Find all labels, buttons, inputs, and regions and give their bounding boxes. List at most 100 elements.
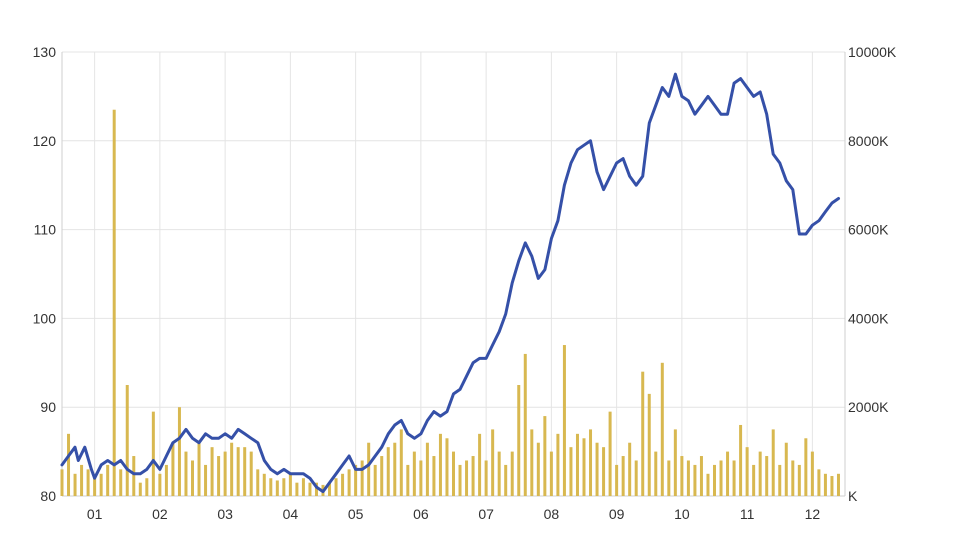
volume-bar bbox=[269, 478, 273, 496]
volume-bar bbox=[719, 460, 723, 496]
x-tick-label: 08 bbox=[544, 506, 560, 522]
volume-bar bbox=[210, 447, 214, 496]
x-tick-label: 12 bbox=[805, 506, 821, 522]
volume-bar bbox=[275, 480, 279, 496]
volume-bar bbox=[288, 473, 292, 496]
gridlines bbox=[61, 51, 846, 497]
volume-bar bbox=[543, 416, 547, 496]
volume-bar bbox=[386, 447, 390, 496]
volume-bar bbox=[680, 456, 684, 496]
left-y-tick-label: 120 bbox=[33, 133, 57, 149]
volume-bar bbox=[99, 473, 103, 496]
x-tick-label: 01 bbox=[87, 506, 103, 522]
volume-bar bbox=[295, 482, 299, 496]
volume-bar bbox=[589, 429, 593, 496]
volume-bar bbox=[615, 464, 619, 496]
volume-bar bbox=[745, 447, 749, 496]
volume-bar bbox=[686, 460, 690, 496]
right-y-tick-label: 2000K bbox=[848, 399, 889, 415]
volume-bar bbox=[249, 451, 253, 496]
volume-bar bbox=[399, 429, 403, 496]
volume-bar bbox=[582, 438, 586, 496]
volume-bar bbox=[556, 433, 560, 496]
volume-bar bbox=[706, 473, 710, 496]
x-axis: 01 02 03 04 05 06 07 08 09 10 11 12 bbox=[87, 506, 821, 522]
volume-bar bbox=[314, 482, 318, 496]
price-line-series bbox=[60, 72, 840, 494]
volume-bar bbox=[836, 473, 840, 496]
volume-bar bbox=[67, 433, 71, 496]
left-y-tick-label: 90 bbox=[40, 399, 56, 415]
volume-bar bbox=[608, 411, 612, 496]
volume-bar bbox=[132, 456, 136, 496]
volume-bar bbox=[660, 362, 664, 496]
volume-bar bbox=[602, 447, 606, 496]
volume-bar bbox=[256, 469, 260, 496]
volume-bar bbox=[217, 456, 221, 496]
right-y-tick-label: K bbox=[848, 488, 858, 504]
volume-bar bbox=[445, 438, 449, 496]
volume-bar bbox=[438, 433, 442, 496]
volume-bar bbox=[830, 476, 834, 496]
volume-bar bbox=[641, 371, 645, 496]
volume-bar bbox=[673, 429, 677, 496]
volume-bar bbox=[419, 460, 423, 496]
volume-bar bbox=[699, 456, 703, 496]
right-y-tick-label: 10000K bbox=[848, 44, 897, 60]
volume-bar bbox=[804, 438, 808, 496]
volume-bar bbox=[367, 442, 371, 496]
volume-bar bbox=[301, 478, 305, 496]
volume-bar bbox=[328, 482, 332, 496]
volume-bar bbox=[739, 424, 743, 496]
x-tick-label: 02 bbox=[152, 506, 168, 522]
volume-bar bbox=[484, 460, 488, 496]
volume-bar bbox=[621, 456, 625, 496]
left-y-tick-label: 80 bbox=[40, 488, 56, 504]
volume-bar bbox=[151, 411, 155, 496]
volume-bar bbox=[432, 456, 436, 496]
volume-bar bbox=[236, 447, 240, 496]
volume-bar bbox=[478, 433, 482, 496]
volume-bar bbox=[575, 433, 579, 496]
volume-bar bbox=[771, 429, 775, 496]
volume-bar bbox=[164, 464, 168, 496]
x-tick-label: 11 bbox=[740, 506, 755, 522]
right-y-tick-label: 4000K bbox=[848, 310, 889, 326]
volume-bar bbox=[797, 464, 801, 496]
volume-bar bbox=[471, 456, 475, 496]
volume-bar bbox=[732, 460, 736, 496]
price-line bbox=[60, 72, 840, 494]
volume-bar bbox=[223, 451, 227, 496]
volume-bar bbox=[517, 385, 521, 496]
volume-bar bbox=[184, 451, 188, 496]
volume-bar bbox=[667, 460, 671, 496]
volume-bar bbox=[308, 482, 312, 496]
left-y-tick-label: 110 bbox=[34, 222, 57, 238]
left-y-tick-label: 100 bbox=[33, 310, 57, 326]
volume-bar bbox=[80, 464, 84, 496]
volume-bar bbox=[791, 460, 795, 496]
volume-bar bbox=[412, 451, 416, 496]
volume-bar bbox=[334, 478, 338, 496]
volume-bar bbox=[262, 473, 266, 496]
volume-bar bbox=[634, 460, 638, 496]
x-tick-label: 05 bbox=[348, 506, 364, 522]
volume-bar bbox=[491, 429, 495, 496]
volume-bar bbox=[380, 456, 384, 496]
right-y-axis: K 2000K 4000K 6000K 8000K 10000K bbox=[848, 44, 897, 504]
volume-bar bbox=[93, 478, 97, 496]
volume-bar bbox=[145, 478, 149, 496]
volume-bar bbox=[465, 460, 469, 496]
volume-bar bbox=[341, 473, 345, 496]
volume-bar bbox=[778, 464, 782, 496]
volume-bar bbox=[373, 464, 377, 496]
x-tick-label: 07 bbox=[478, 506, 494, 522]
volume-bar bbox=[452, 451, 455, 496]
volume-bar bbox=[726, 451, 730, 496]
volume-bar bbox=[204, 464, 208, 496]
volume-bar bbox=[647, 393, 651, 496]
x-tick-label: 10 bbox=[674, 506, 690, 522]
volume-bar bbox=[171, 442, 175, 496]
